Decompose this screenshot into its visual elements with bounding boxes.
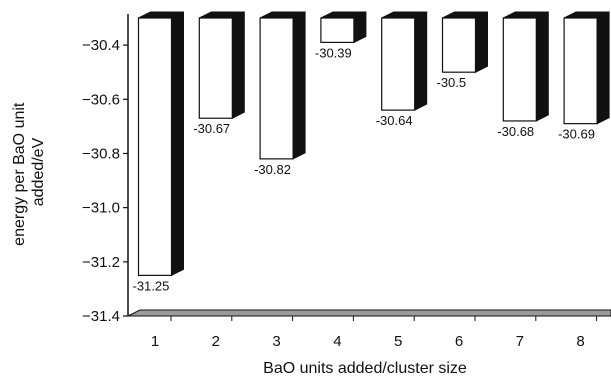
chart-floor [127, 309, 611, 317]
bar [381, 11, 428, 111]
bar-face [563, 17, 598, 125]
x-tick-label: 1 [151, 333, 159, 350]
x-tick-label: 3 [272, 333, 280, 350]
x-tick-labels: 1 2 3 4 5 6 7 8 [151, 316, 598, 350]
x-tick-label: 5 [394, 333, 402, 350]
data-label: -30.68 [497, 124, 534, 139]
x-tick-label: 8 [576, 333, 584, 350]
bar-face [259, 17, 294, 160]
data-label: -30.5 [437, 75, 467, 90]
bars [137, 11, 610, 277]
bar-face [381, 17, 416, 111]
y-tick-label: −30.4 [82, 37, 120, 54]
x-tick-label: 4 [333, 333, 341, 350]
y-tick-label: −31.0 [82, 200, 120, 217]
x-tick-label: 2 [212, 333, 220, 350]
bar-side [475, 11, 488, 73]
bar-side [535, 11, 549, 122]
bar-side [414, 11, 428, 111]
y-axis: −30.4 −30.6 −30.8 −31.0 −31.2 −31.4 [82, 14, 129, 325]
x-tick-label: 7 [516, 333, 524, 350]
data-label: -30.64 [376, 113, 413, 128]
floor-slab [127, 309, 611, 317]
x-tick-label: 6 [455, 333, 463, 350]
data-label: -31.25 [133, 278, 170, 293]
y-tick-label: −30.6 [82, 91, 120, 108]
data-label: -30.82 [254, 162, 291, 177]
bar [137, 11, 184, 277]
bar-face [198, 17, 233, 119]
bar-face [441, 17, 477, 73]
bar-face [320, 17, 355, 43]
bar [563, 11, 610, 125]
bar [502, 11, 549, 122]
y-tick-label: −31.4 [82, 308, 120, 325]
y-tick-label: −30.8 [82, 145, 120, 162]
bar [441, 11, 488, 73]
bar-side [596, 11, 610, 125]
data-label: -30.69 [558, 127, 595, 142]
y-axis-title: energy per BaO unit added/eV [11, 98, 47, 246]
y-axis-title-line-1: energy per BaO unit [11, 102, 28, 246]
bar-face [502, 17, 537, 122]
bar [259, 11, 306, 160]
x-axis-title: BaO units added/cluster size [263, 360, 467, 377]
data-labels: -31.25 -30.67 -30.82 -30.39 -30.64 -30.5 -30.6… [133, 45, 595, 293]
bar-side [231, 11, 245, 120]
bar-side [171, 11, 184, 277]
bar-face [137, 17, 173, 276]
bar [320, 11, 367, 44]
bar-side [292, 11, 306, 160]
y-tick-label: −31.2 [82, 254, 120, 271]
bar [198, 11, 245, 120]
y-axis-title-line-2: added/eV [30, 137, 47, 206]
data-label: -30.39 [315, 45, 352, 60]
data-label: -30.67 [193, 121, 230, 136]
